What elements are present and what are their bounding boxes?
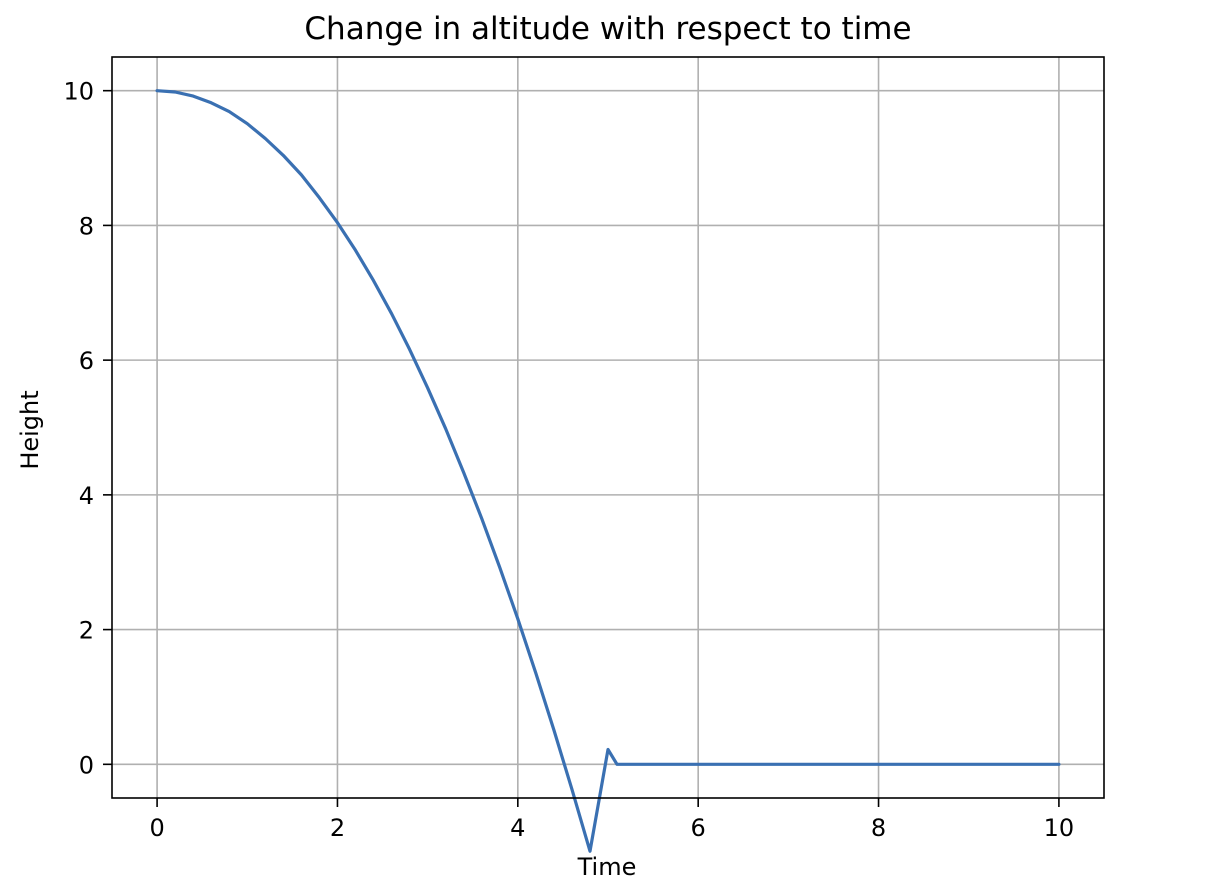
x-tick-label: 0 [149,814,164,842]
chart-title: Change in altitude with respect to time [304,11,911,47]
y-tick-label: 6 [79,347,94,375]
x-tick-label: 6 [691,814,706,842]
y-tick-label: 8 [79,212,94,240]
plot-frame [111,56,1105,799]
x-tick-label: 4 [510,814,525,842]
x-tick-label: 10 [1044,814,1075,842]
y-tick-label: 0 [79,751,94,779]
x-axis-label: Time [577,853,637,881]
grid-lines [112,57,1104,798]
y-axis-label: Height [16,390,44,469]
x-tick-label: 8 [871,814,886,842]
series-line [155,89,1061,853]
y-tick-label: 4 [79,482,94,510]
tick-marks [103,89,1060,807]
x-tick-label: 2 [330,814,345,842]
series-layer [155,89,1061,853]
tick-labels: 0 2 4 6 8 10 0 2 4 6 8 10 [63,78,1074,842]
y-tick-label: 2 [79,617,94,645]
y-tick-label: 10 [63,78,94,106]
